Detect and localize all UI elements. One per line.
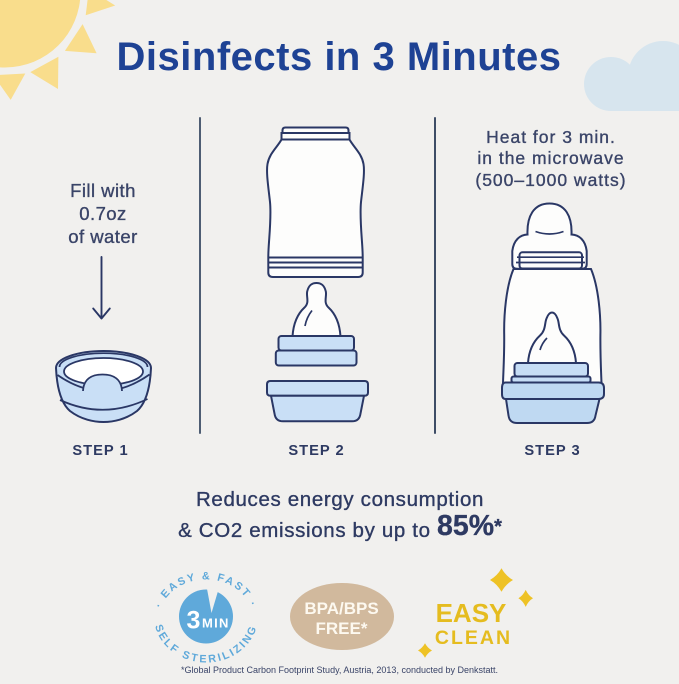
svg-text:3: 3: [187, 607, 201, 635]
svg-text:MIN: MIN: [202, 616, 230, 631]
